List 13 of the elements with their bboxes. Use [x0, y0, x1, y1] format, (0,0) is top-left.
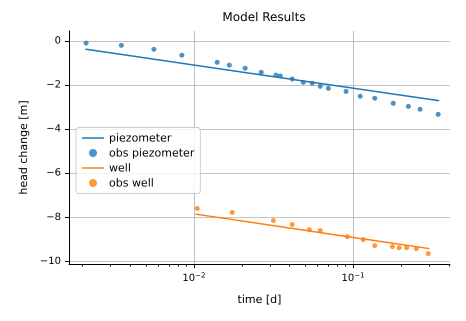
y-tick-label: −6 — [46, 168, 61, 179]
y-tick-label: −4 — [46, 124, 61, 135]
legend-label: obs piezometer — [109, 146, 195, 160]
y-tick-label: 0 — [54, 35, 61, 46]
y-tick-label: −10 — [40, 256, 61, 267]
legend-label: obs well — [109, 176, 154, 190]
chart-title: Model Results — [222, 10, 306, 24]
y-tick-label: −8 — [46, 212, 61, 223]
y-axis-title: head change [m] — [16, 100, 30, 195]
x-axis-title: time [d] — [238, 293, 282, 306]
y-tick-label: −2 — [46, 80, 61, 91]
legend-label: piezometer — [109, 132, 172, 144]
legend-label: well — [109, 162, 131, 174]
